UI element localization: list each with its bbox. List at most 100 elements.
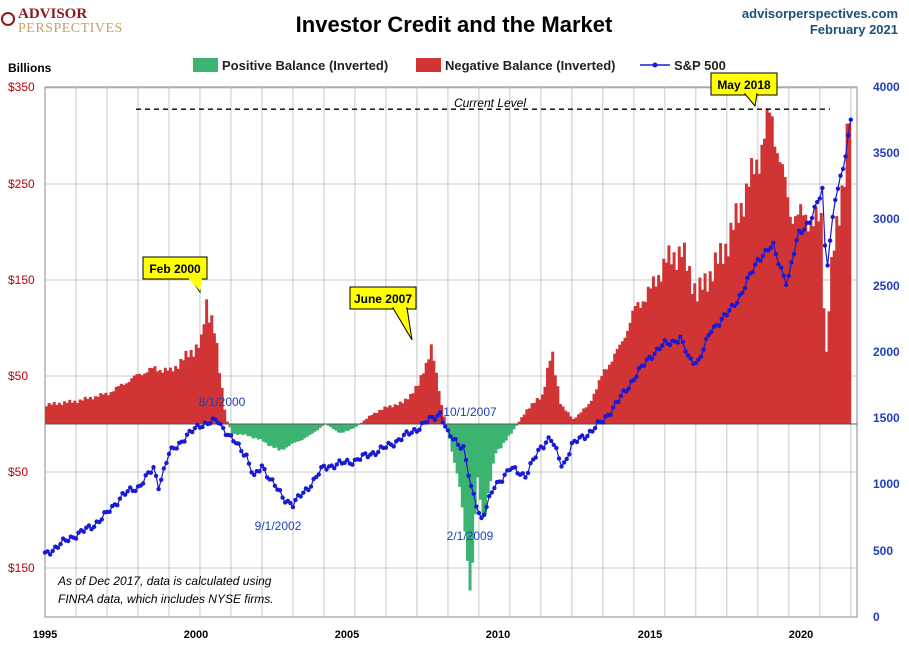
negative-balance-bar <box>804 214 808 424</box>
sp500-point <box>735 300 740 306</box>
sp500-point <box>559 464 564 469</box>
sp500-point <box>626 386 631 391</box>
sp500-point <box>698 354 704 359</box>
sp500-point <box>657 347 662 352</box>
x-axis: 1995 2000 2005 2010 2015 2020 <box>33 629 813 641</box>
negative-balance-bar <box>210 315 214 424</box>
negative-balance-bar <box>207 322 211 424</box>
callout-june-2007: June 2007 <box>349 286 417 341</box>
positive-balance-bar <box>481 424 485 517</box>
negative-balance-bar <box>739 203 743 424</box>
negative-balance-bar <box>199 334 203 424</box>
positive-balance-bar <box>290 424 294 444</box>
sp500-point <box>745 275 750 281</box>
sp500-point <box>45 549 50 554</box>
positive-balance-bar <box>311 424 314 434</box>
sp500-point <box>791 251 797 257</box>
sp500-point <box>376 449 381 455</box>
negative-balance-bar <box>732 229 735 424</box>
positive-balance-bar <box>344 424 348 431</box>
sp500-point <box>556 456 562 461</box>
sp500-point <box>592 425 598 431</box>
sp500-point <box>688 356 693 361</box>
negative-balance-bar <box>78 399 82 424</box>
negative-balance-bar <box>837 225 841 424</box>
sp500-point <box>525 470 531 476</box>
positive-balance-bar <box>280 424 284 450</box>
sp500-point <box>218 421 223 427</box>
sp500-point <box>58 541 63 547</box>
negative-balance-bar <box>806 231 810 424</box>
positive-balance-bar <box>460 424 464 508</box>
negative-balance-bar <box>760 144 764 425</box>
sp500-point <box>830 214 835 220</box>
sp500-point <box>536 447 541 453</box>
sp500-point <box>277 488 283 493</box>
sp500-point <box>680 339 686 345</box>
legend-positive-swatch <box>193 58 218 72</box>
negative-balance-bar <box>220 387 224 424</box>
negative-balance-bar <box>628 322 632 424</box>
negative-balance-bar <box>788 216 792 424</box>
sp500-point <box>716 323 722 328</box>
negative-balance-bar <box>434 372 438 424</box>
negative-balance-bar <box>88 396 92 424</box>
logo-line1: ADVISOR <box>18 6 87 22</box>
sp500-point <box>773 252 779 257</box>
legend-negative-label: Negative Balance (Inverted) <box>445 58 616 73</box>
sp500-point <box>182 439 187 444</box>
negative-balance-bar <box>119 383 123 424</box>
negative-balance-bar <box>106 395 110 424</box>
sp500-point <box>652 351 657 357</box>
negative-balance-bar <box>398 401 402 424</box>
negative-balance-bar <box>137 373 141 424</box>
negative-balance-bar <box>401 403 405 424</box>
negative-balance-bar <box>63 401 67 424</box>
left-axis: $350 $250 $150 $50 $50 $150 <box>8 80 35 575</box>
sp500-point <box>153 473 159 479</box>
negative-balance-bar <box>81 400 85 424</box>
sp500-point <box>280 495 285 500</box>
sp500-point <box>66 538 71 544</box>
positive-balance-bar <box>321 424 325 426</box>
negative-balance-bar <box>522 414 526 424</box>
negative-balance-bar <box>561 406 565 424</box>
negative-balance-bar <box>373 412 376 424</box>
positive-balance-bar <box>352 424 356 429</box>
sp500-point <box>660 343 665 348</box>
sp500-point <box>228 433 234 438</box>
negative-balance-bar <box>104 392 108 424</box>
positive-balance-bar <box>504 424 508 441</box>
positive-balance-bar <box>259 424 263 440</box>
positive-balance-bar <box>458 424 462 487</box>
sp500-point <box>760 253 766 258</box>
left-tick-150: $150 <box>8 273 35 287</box>
sp500-point <box>481 512 487 518</box>
positive-balance-bar <box>318 424 322 428</box>
negative-balance-bar <box>631 310 635 424</box>
negative-balance-bar <box>726 256 730 424</box>
sp500-point <box>838 173 843 178</box>
sp500-point <box>709 329 714 335</box>
sp500-point <box>827 238 833 243</box>
sp500-point <box>301 490 306 495</box>
negative-balance-bar <box>150 368 154 424</box>
negative-balance-bar <box>378 409 382 424</box>
sp500-point <box>820 185 825 191</box>
sp500-point <box>438 410 443 415</box>
logo-line2: PERSPECTIVES <box>18 21 123 36</box>
sp500-point <box>81 529 86 534</box>
negative-balance-bar <box>533 402 537 424</box>
negative-balance-bar <box>166 370 170 424</box>
negative-balance-bar <box>114 386 118 424</box>
negative-balance-bar <box>212 333 216 424</box>
negative-balance-bar <box>179 358 183 424</box>
sp500-point <box>417 427 422 432</box>
negative-balance-bar <box>383 406 387 424</box>
negative-balance-bar <box>140 375 144 424</box>
sp500-point <box>272 483 278 488</box>
note-line2: FINRA data, which includes NYSE firms. <box>58 592 274 606</box>
sp500-point <box>634 374 639 379</box>
sp500-point <box>809 215 815 221</box>
positive-balance-bar <box>264 424 268 443</box>
